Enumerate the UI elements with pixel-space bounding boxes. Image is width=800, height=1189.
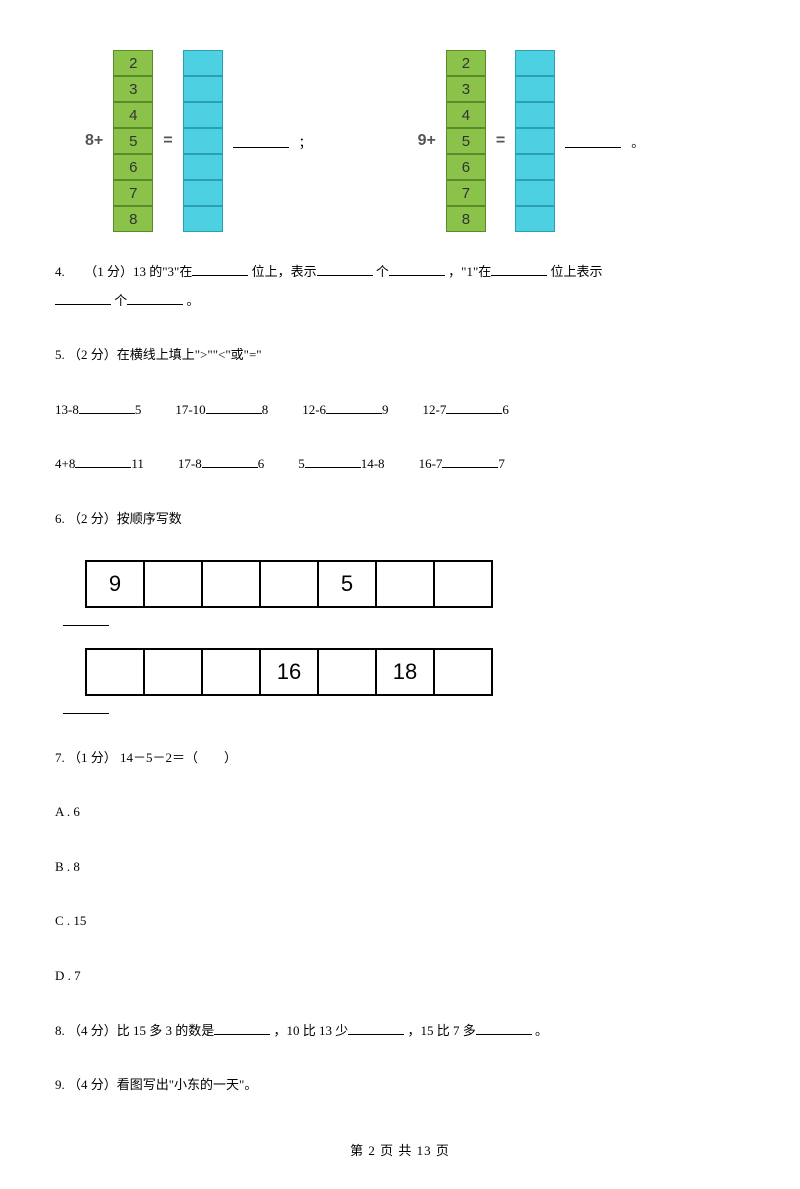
blank[interactable]: [442, 454, 498, 468]
green-cell: 5: [113, 128, 153, 154]
green-cell: 5: [446, 128, 486, 154]
blank[interactable]: [202, 454, 258, 468]
blank[interactable]: [63, 612, 109, 626]
num-cell: 9: [86, 561, 144, 607]
blue-cell[interactable]: [183, 154, 223, 180]
num-cell[interactable]: [202, 561, 260, 607]
compare-item: 12-69: [302, 402, 388, 417]
blank[interactable]: [326, 400, 382, 414]
blue-cell[interactable]: [515, 102, 555, 128]
num-cell[interactable]: [202, 649, 260, 695]
q6-title: 6. （2 分）按顺序写数: [55, 505, 745, 534]
blank[interactable]: [79, 400, 135, 414]
blue-cell[interactable]: [515, 154, 555, 180]
blue-cell[interactable]: [515, 180, 555, 206]
blank[interactable]: [491, 262, 547, 276]
num-cell: 16: [260, 649, 318, 695]
q5-title: 5. （2 分）在横线上填上">""<"或"=": [55, 341, 745, 370]
q3-operand: 8+: [85, 132, 103, 150]
blank[interactable]: [75, 454, 131, 468]
blank[interactable]: [317, 262, 373, 276]
option-C[interactable]: C . 15: [55, 907, 745, 936]
blank[interactable]: [206, 400, 262, 414]
blank[interactable]: [446, 400, 502, 414]
q3-visual: 8+2345678=；9+2345678=。: [55, 50, 745, 232]
blue-cell[interactable]: [183, 50, 223, 76]
blue-cell[interactable]: [183, 102, 223, 128]
green-cell: 8: [446, 206, 486, 232]
blank[interactable]: [233, 134, 289, 148]
option-B[interactable]: B . 8: [55, 853, 745, 882]
green-cell: 8: [113, 206, 153, 232]
equals: =: [496, 132, 505, 150]
q4: 4. （1 分）13 的"3"在 位上，表示 个 ，"1"在 位上表示 个 。: [55, 258, 745, 315]
q3-operand: 9+: [418, 132, 436, 150]
num-cell[interactable]: [86, 649, 144, 695]
num-cell[interactable]: [318, 649, 376, 695]
equals: =: [163, 132, 172, 150]
compare-item: 13-85: [55, 402, 141, 417]
compare-item: 17-86: [178, 456, 264, 471]
num-cell[interactable]: [434, 649, 492, 695]
green-cell: 4: [446, 102, 486, 128]
num-cell[interactable]: [144, 649, 202, 695]
green-cell: 6: [113, 154, 153, 180]
green-cell: 7: [446, 180, 486, 206]
option-A[interactable]: A . 6: [55, 798, 745, 827]
q7-title: 7. （1 分） 14－5－2＝（ ）: [55, 744, 745, 773]
num-cell[interactable]: [260, 561, 318, 607]
num-cell: 5: [318, 561, 376, 607]
blank[interactable]: [127, 291, 183, 305]
q9: 9. （4 分）看图写出"小东的一天"。: [55, 1071, 745, 1100]
blank[interactable]: [63, 700, 109, 714]
blue-cell[interactable]: [183, 206, 223, 232]
green-cell: 3: [446, 76, 486, 102]
compare-item: 514-8: [298, 456, 384, 471]
blank[interactable]: [305, 454, 361, 468]
compare-item: 17-108: [175, 402, 268, 417]
green-cell: 2: [113, 50, 153, 76]
q6-table1: 95: [85, 560, 493, 608]
blank[interactable]: [214, 1021, 270, 1035]
blue-cell[interactable]: [183, 180, 223, 206]
green-cell: 3: [113, 76, 153, 102]
num-cell[interactable]: [376, 561, 434, 607]
blue-cell[interactable]: [515, 76, 555, 102]
q8: 8. （4 分）比 15 多 3 的数是 ，10 比 13 少 ，15 比 7 …: [55, 1017, 745, 1046]
q4-num: 4.: [55, 264, 65, 279]
blue-cell[interactable]: [515, 50, 555, 76]
blank[interactable]: [348, 1021, 404, 1035]
blank[interactable]: [55, 291, 111, 305]
blank[interactable]: [565, 134, 621, 148]
green-cell: 7: [113, 180, 153, 206]
compare-item: 4+811: [55, 456, 144, 471]
green-cell: 4: [113, 102, 153, 128]
q6-table2: 1618: [85, 648, 493, 696]
blank[interactable]: [476, 1021, 532, 1035]
option-D[interactable]: D . 7: [55, 962, 745, 991]
blue-cell[interactable]: [515, 128, 555, 154]
blank[interactable]: [389, 262, 445, 276]
num-cell[interactable]: [434, 561, 492, 607]
compare-item: 12-76: [423, 402, 509, 417]
num-cell[interactable]: [144, 561, 202, 607]
compare-item: 16-77: [419, 456, 505, 471]
blank[interactable]: [192, 262, 248, 276]
blue-cell[interactable]: [515, 206, 555, 232]
blue-cell[interactable]: [183, 128, 223, 154]
q5-row1: 13-85 17-108 12-69 12-76: [55, 396, 745, 425]
q5-row2: 4+811 17-86 514-8 16-77: [55, 450, 745, 479]
blue-cell[interactable]: [183, 76, 223, 102]
num-cell: 18: [376, 649, 434, 695]
green-cell: 2: [446, 50, 486, 76]
green-cell: 6: [446, 154, 486, 180]
page-footer: 第 2 页 共 13 页: [55, 1140, 745, 1159]
